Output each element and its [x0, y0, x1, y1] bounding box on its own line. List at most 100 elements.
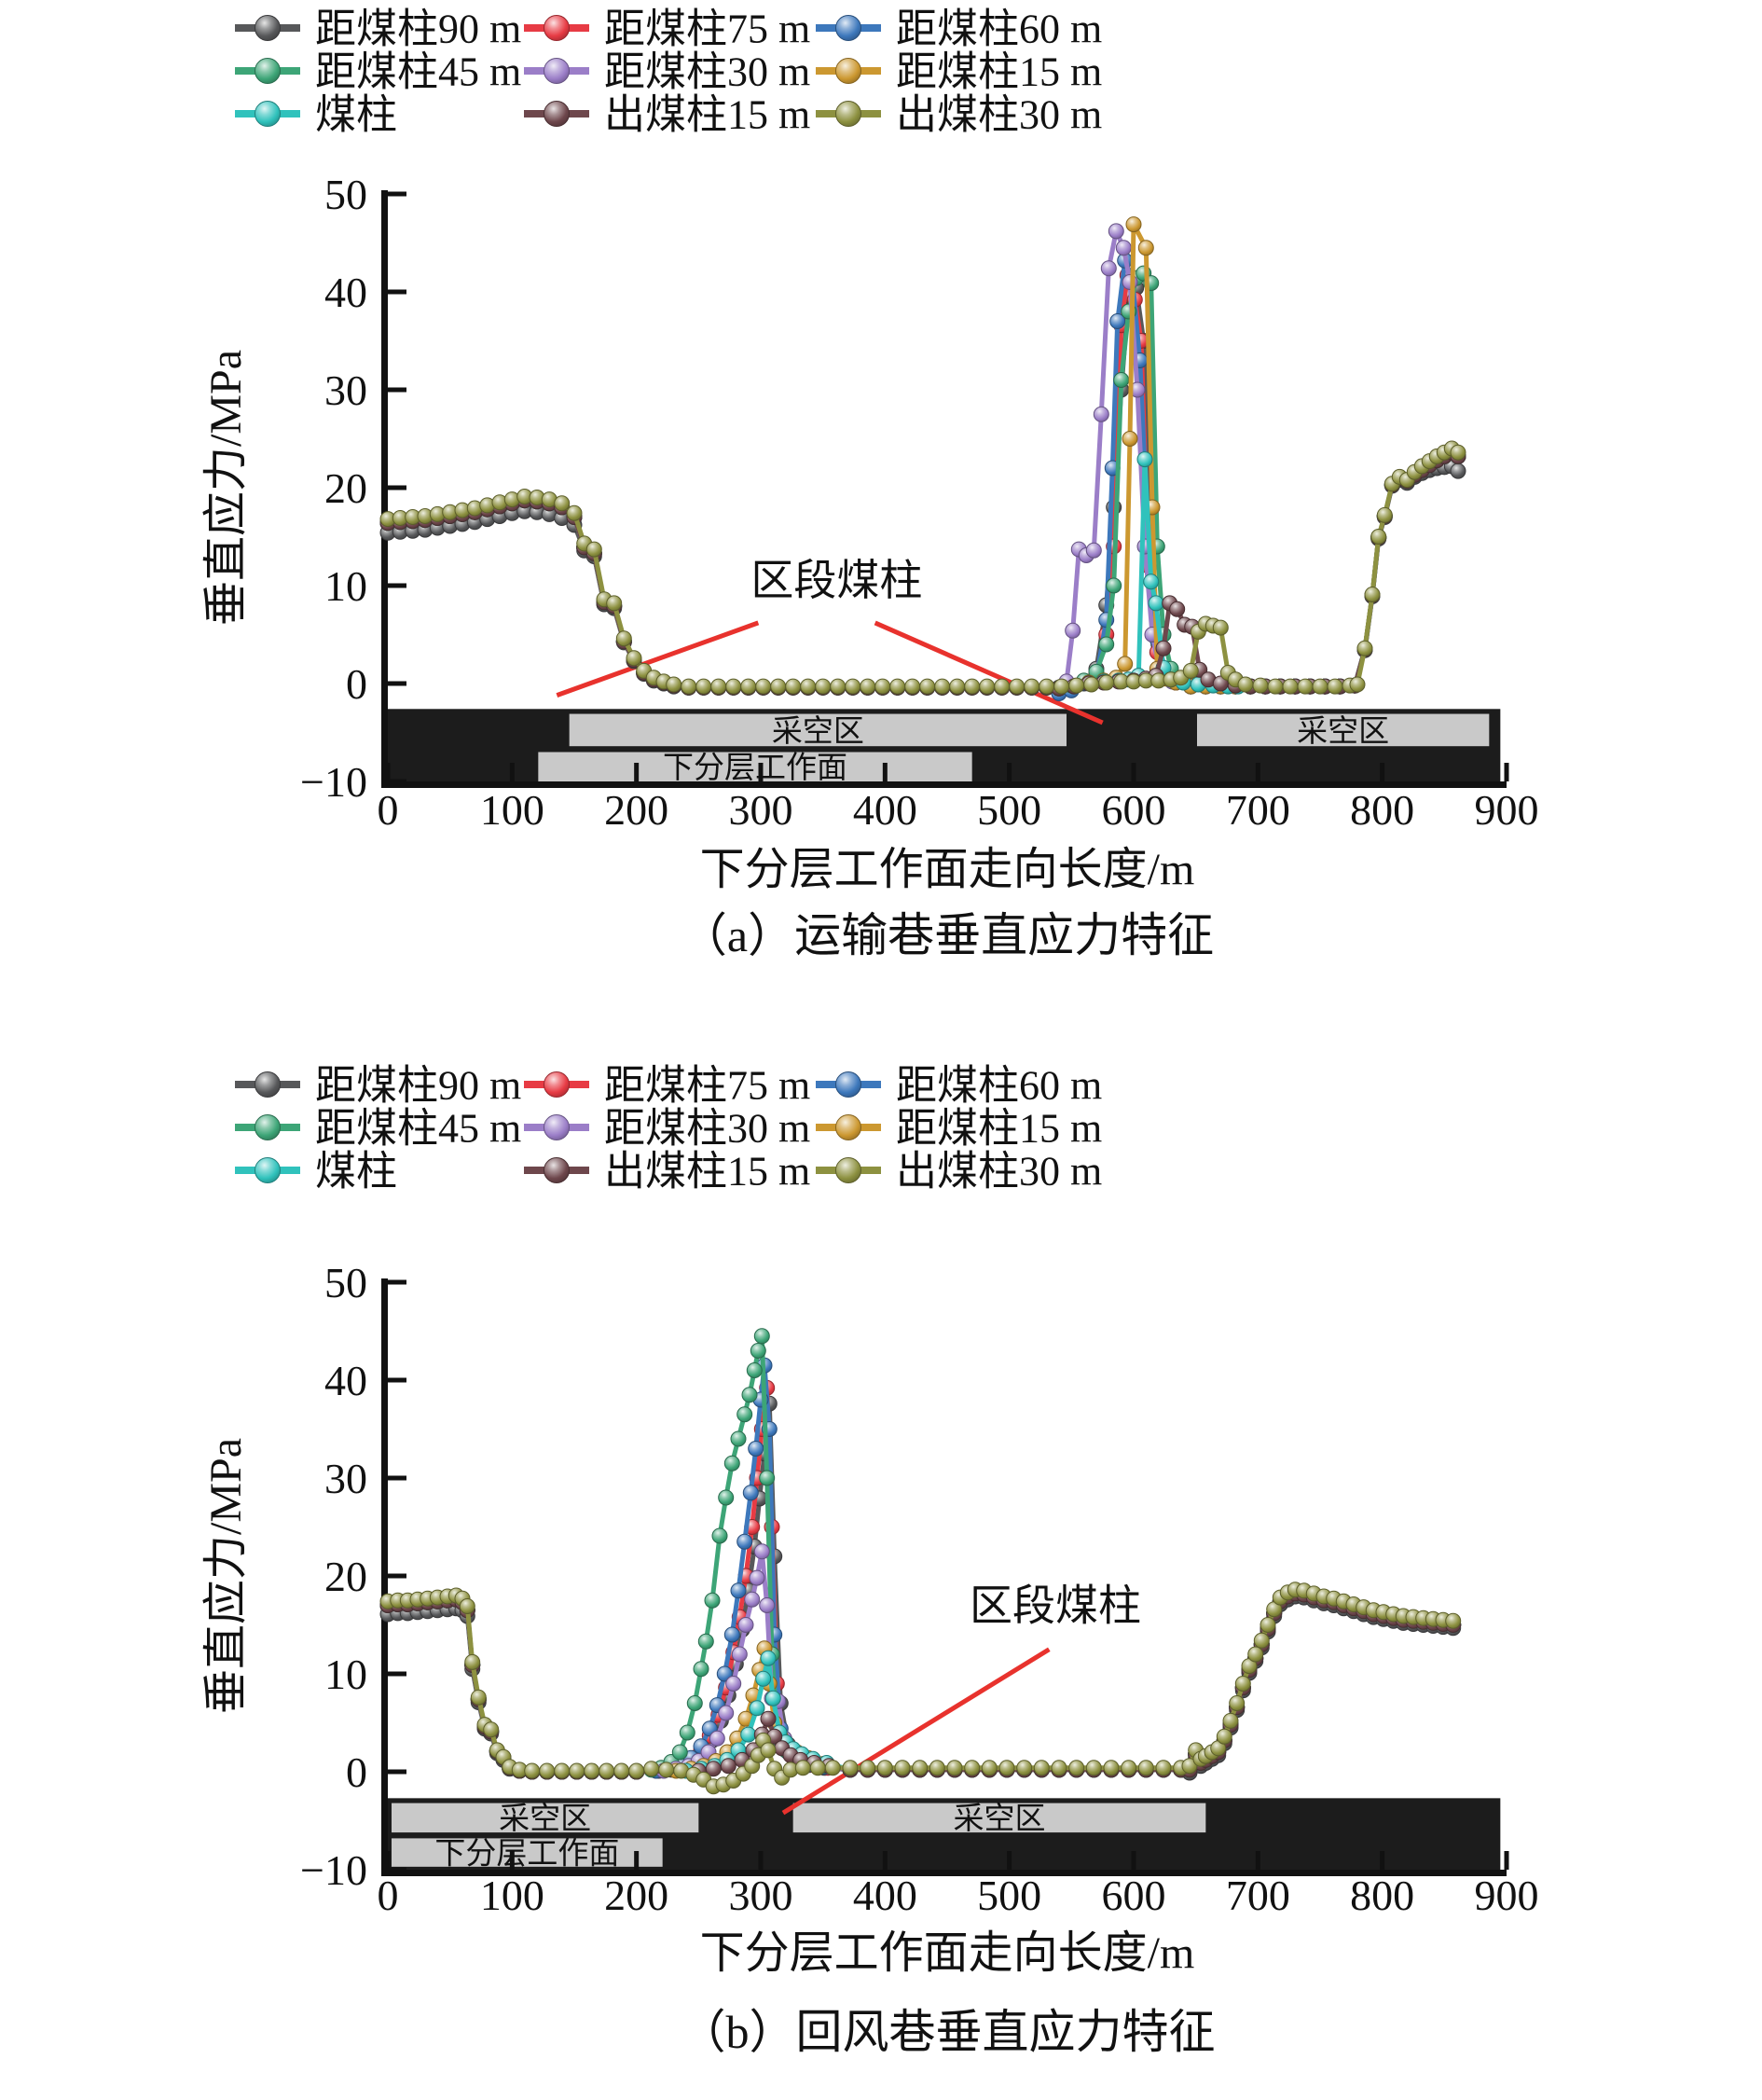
legend-item-3: 距煤柱45 m: [235, 1105, 521, 1151]
data-point-marker: [584, 1762, 600, 1779]
data-point-marker: [626, 650, 642, 667]
data-point-marker: [1370, 529, 1387, 545]
series-line: [385, 222, 1461, 691]
data-point-marker: [770, 678, 787, 695]
legend-marker: [544, 15, 570, 41]
annotation-leader-line: [781, 1647, 1051, 1816]
data-point-marker: [1068, 677, 1085, 694]
data-point-marker: [1450, 444, 1466, 461]
data-point-marker: [1182, 662, 1199, 679]
legend-item-5: 距煤柱15 m: [816, 1105, 1102, 1151]
data-point-marker: [731, 1646, 748, 1663]
goaf-box-label: 采空区: [499, 1802, 591, 1836]
y-tick: [388, 583, 406, 588]
legend-marker: [544, 1114, 570, 1140]
legend-label: 出煤柱30 m: [896, 91, 1102, 137]
x-tick: [1504, 763, 1509, 781]
series-b-1: [379, 1379, 1462, 1780]
data-point-marker: [964, 1760, 981, 1776]
data-point-marker: [1100, 260, 1117, 277]
y-axis-spine: [381, 190, 388, 788]
x-tick-label: 0: [378, 1872, 399, 1919]
y-tick: [388, 387, 406, 393]
data-point-marker: [749, 1569, 765, 1586]
y-axis-title: 垂直应力/MPa: [201, 350, 251, 626]
data-point-marker: [1109, 313, 1126, 329]
x-tick-label: 0: [378, 786, 399, 834]
data-point-marker: [860, 1760, 876, 1776]
series-a-7: [379, 444, 1466, 697]
data-point-marker: [1349, 676, 1366, 693]
data-point-marker: [1155, 640, 1172, 656]
data-point-marker: [1115, 240, 1132, 256]
data-point-marker: [554, 495, 571, 512]
data-point-marker: [730, 1582, 747, 1599]
data-point-marker: [929, 1760, 945, 1776]
data-point-marker: [470, 1689, 487, 1706]
data-point-marker: [748, 1441, 764, 1457]
data-point-marker: [464, 1653, 481, 1670]
data-point-marker: [1068, 1760, 1085, 1776]
y-tick-label: 50: [324, 171, 367, 218]
working-face-box-label: 下分层工作面: [434, 1838, 619, 1872]
data-point-marker: [912, 1760, 929, 1776]
legend: 距煤柱90 m 距煤柱75 m 距煤柱60 m 距煤柱45 m 距煤柱30 m 距煤柱15…: [235, 1062, 1102, 1194]
data-point-marker: [569, 1762, 585, 1779]
data-point-marker: [794, 1760, 811, 1776]
data-point-marker: [1125, 216, 1142, 233]
y-tick: [388, 1867, 406, 1872]
data-point-marker: [613, 1762, 630, 1779]
data-point-marker: [643, 1761, 660, 1777]
legend-marker: [544, 1071, 570, 1098]
legend-marker: [835, 1071, 861, 1098]
data-point-marker: [1234, 1676, 1251, 1692]
data-point-marker: [1169, 601, 1186, 617]
x-tick-label: 700: [1226, 786, 1290, 834]
legend-label: 距煤柱30 m: [604, 1105, 810, 1151]
series-a-6: [379, 444, 1466, 697]
series-line: [385, 285, 1461, 690]
legend-label: 距煤柱30 m: [604, 48, 810, 94]
data-point-marker: [1148, 595, 1164, 612]
legend-marker: [255, 101, 281, 127]
y-tick: [388, 1279, 406, 1285]
data-point-marker: [760, 1742, 777, 1759]
data-point-marker: [860, 678, 876, 695]
legend-label: 距煤柱45 m: [315, 48, 521, 94]
legend-item-1: 距煤柱75 m: [524, 1062, 810, 1108]
legend-label: 距煤柱15 m: [896, 48, 1102, 94]
x-tick: [1007, 1851, 1012, 1870]
series-line: [385, 1362, 1456, 1775]
series-a-5: [379, 216, 1466, 697]
legend-marker: [835, 1114, 861, 1140]
x-tick-label: 700: [1226, 1872, 1290, 1919]
data-point-marker: [760, 1650, 777, 1666]
chart-caption: （a）运输巷垂直应力特征: [681, 909, 1214, 961]
data-point-marker: [830, 678, 847, 695]
data-point-marker: [1253, 1632, 1270, 1649]
y-tick-label: −10: [300, 1846, 367, 1894]
data-point-marker: [736, 1533, 753, 1550]
legend-item-8: 出煤柱30 m: [816, 91, 1102, 137]
legend-label: 距煤柱60 m: [896, 6, 1102, 51]
chart-caption: （b）回风巷垂直应力特征: [680, 2006, 1216, 2058]
legend-label: 距煤柱60 m: [896, 1062, 1102, 1108]
series-a-4: [379, 223, 1466, 697]
legend-item-8: 出煤柱30 m: [816, 1148, 1102, 1194]
data-point-marker: [1137, 1760, 1154, 1776]
x-tick: [1131, 1851, 1136, 1870]
x-tick: [882, 763, 888, 781]
series-line: [385, 1385, 1456, 1775]
series-line: [385, 1587, 1456, 1789]
y-tick-label: 0: [346, 1748, 367, 1796]
data-point-marker: [755, 678, 772, 695]
data-point-marker: [711, 1527, 728, 1544]
data-point-marker: [1282, 678, 1299, 695]
data-point-marker: [1009, 678, 1026, 695]
legend-item-0: 距煤柱90 m: [235, 6, 521, 51]
goaf-box: [569, 713, 1067, 747]
legend-item-1: 距煤柱75 m: [524, 6, 810, 51]
